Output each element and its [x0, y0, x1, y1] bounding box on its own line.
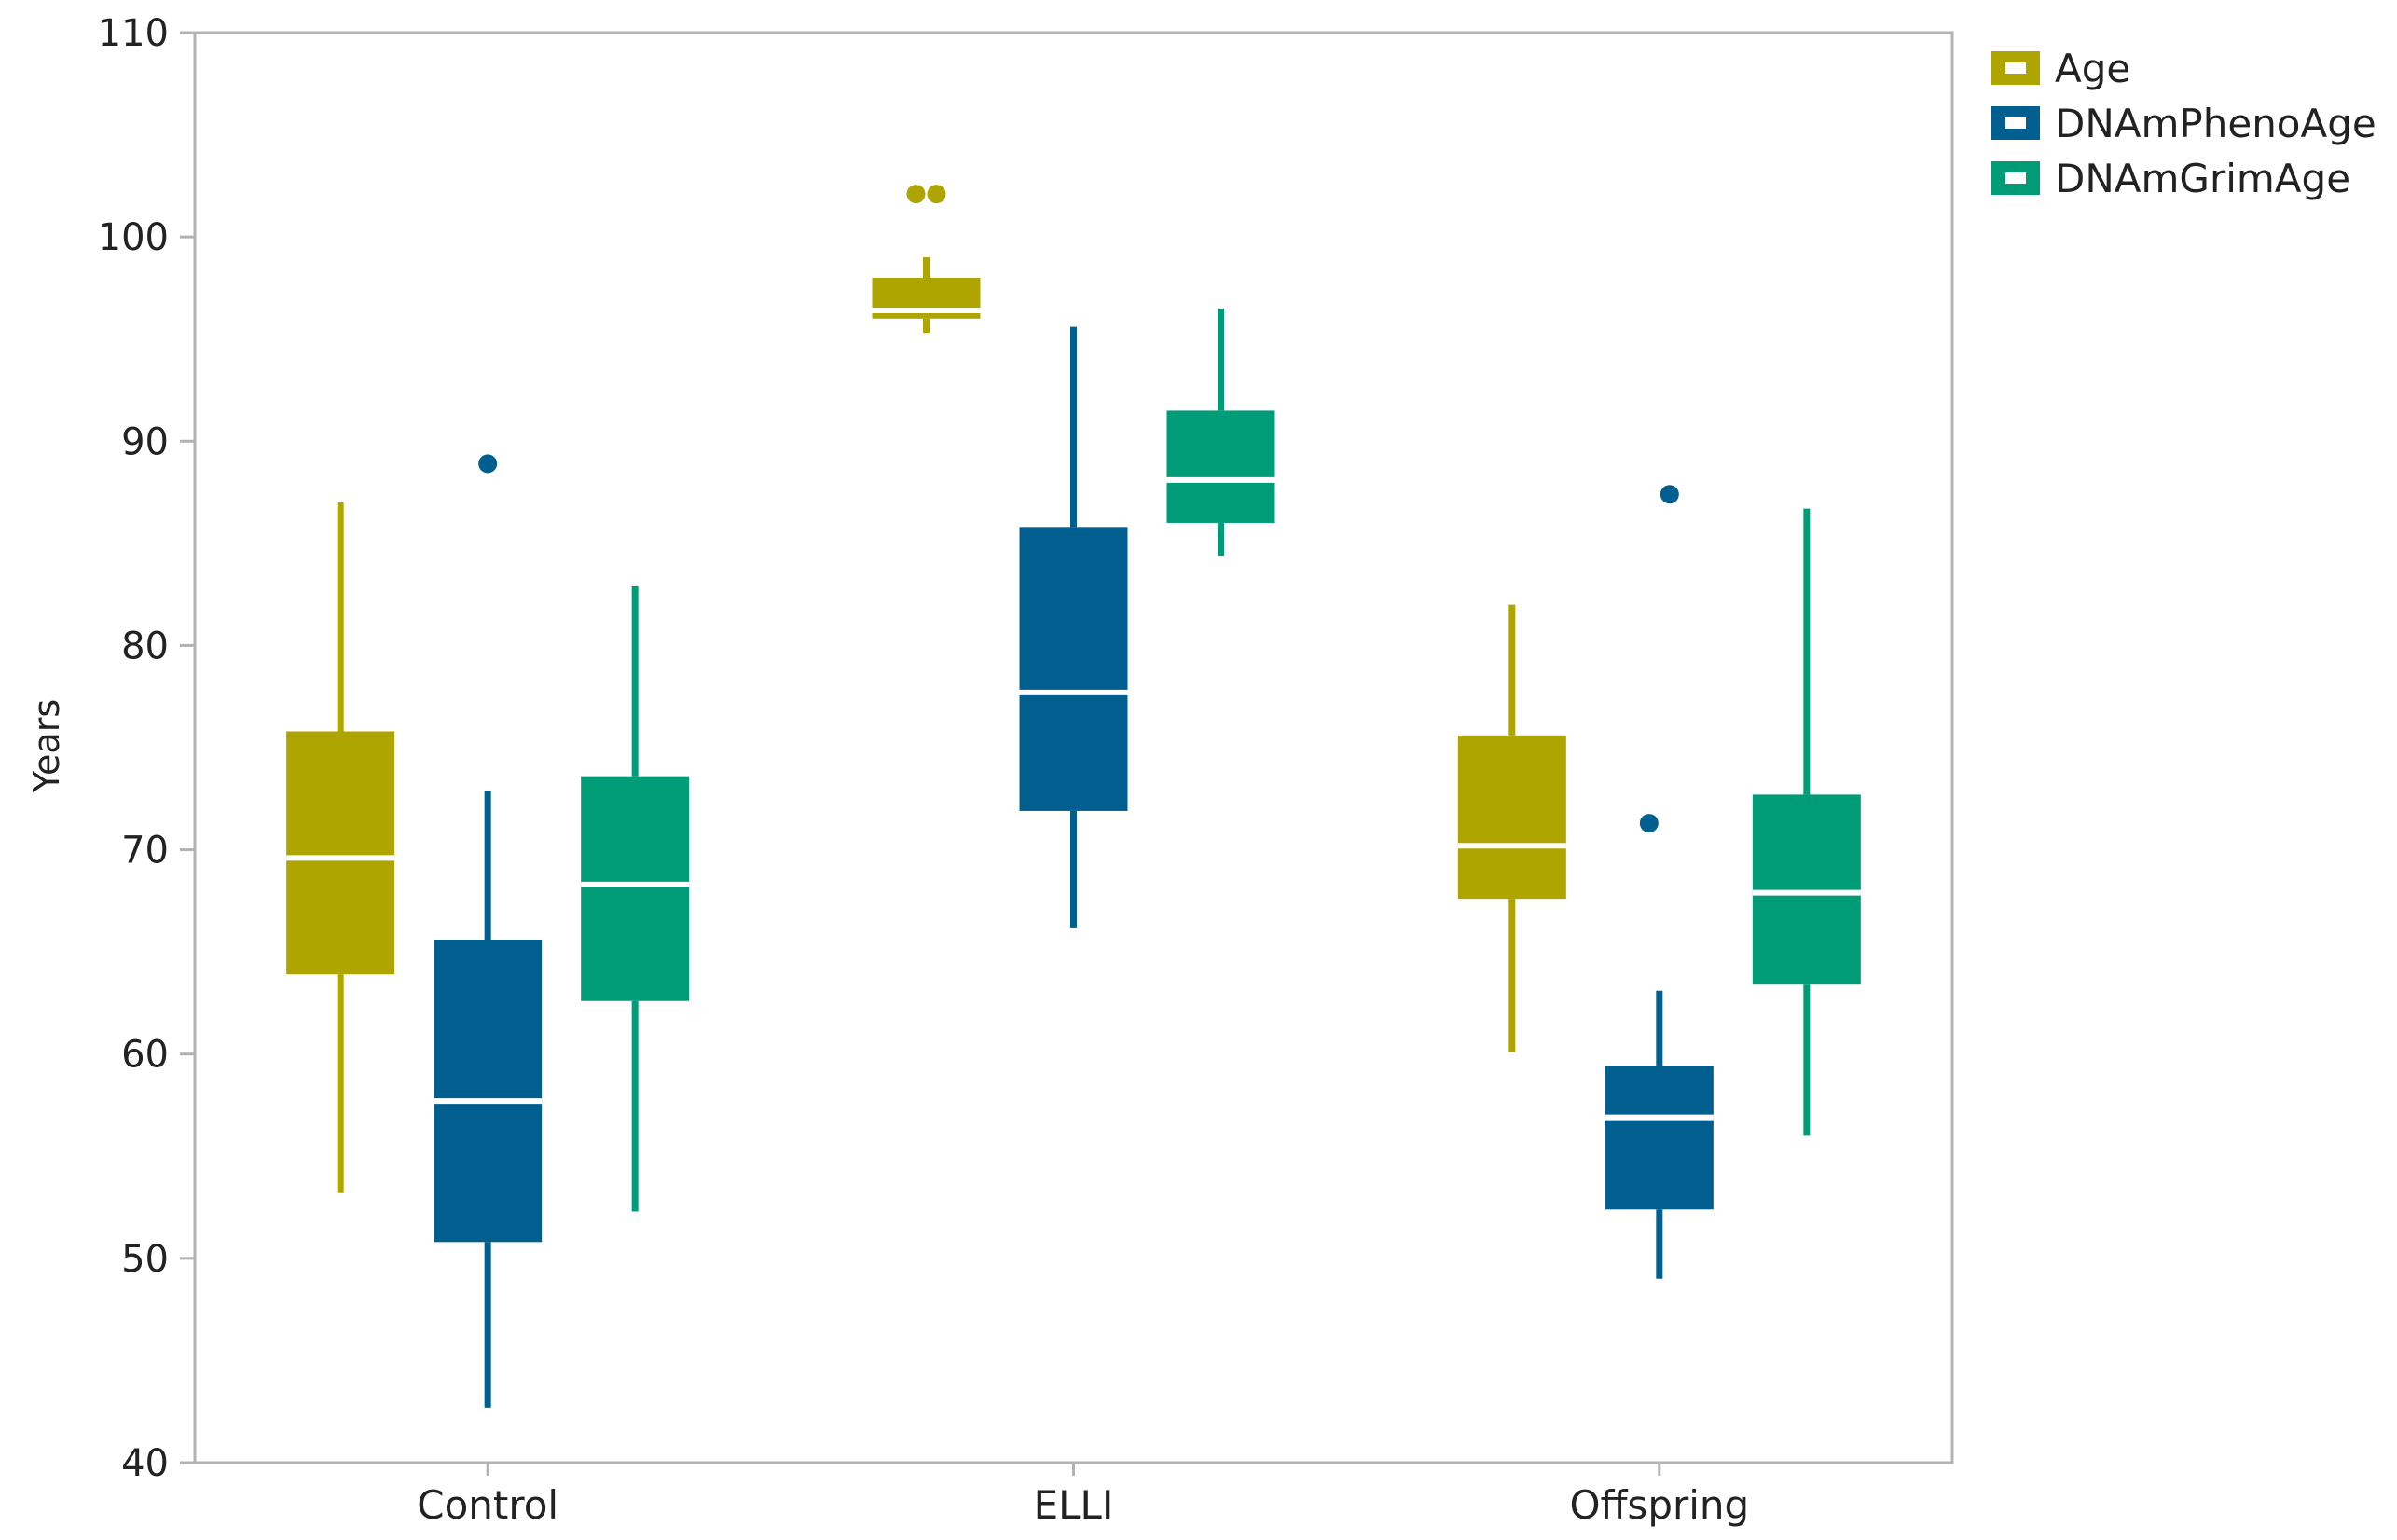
outlier-point: [478, 454, 498, 474]
box-DNAmPhenoAge-Control: [434, 454, 543, 1408]
y-tick-label: 50: [121, 1238, 169, 1281]
x-axis: Control ELLI Offspring: [417, 1463, 1749, 1528]
x-tick-label: ELLI: [1034, 1482, 1114, 1528]
box-DNAmGrimAge-ELLI: [1166, 308, 1275, 557]
iqr-box: [1019, 527, 1128, 811]
outlier-point: [906, 185, 926, 204]
box-DNAmPhenoAge-Offspring: [1605, 485, 1714, 1279]
iqr-box: [1752, 794, 1861, 985]
y-axis-title-group: Years: [26, 699, 67, 793]
x-tick-label: Offspring: [1569, 1482, 1749, 1528]
legend-swatch-inner: [2005, 62, 2026, 74]
y-tick-label: 90: [121, 420, 169, 463]
iqr-box: [1166, 410, 1275, 523]
plot-area: [286, 185, 1861, 1408]
legend-label: Age: [2055, 46, 2130, 91]
y-tick-label: 110: [98, 12, 169, 55]
legend-item-DNAmPhenoAge: DNAmPhenoAge: [1991, 101, 2376, 146]
legend-label: DNAmGrimAge: [2055, 156, 2350, 201]
outlier-point: [927, 185, 946, 204]
iqr-box: [1457, 735, 1566, 900]
iqr-box: [434, 939, 543, 1243]
plot-frame: [193, 31, 1954, 1464]
y-tick-label: 80: [121, 625, 169, 667]
legend: Age DNAmPhenoAge DNAmGrimAge: [1991, 46, 2376, 201]
box-Age-Control: [286, 502, 395, 1193]
iqr-box: [581, 776, 690, 1001]
outlier-point: [1639, 814, 1659, 833]
y-axis: 40 50 60 70 80 90 100 110: [98, 12, 195, 1485]
y-axis-title: Years: [26, 699, 67, 793]
box-DNAmPhenoAge-ELLI: [1019, 326, 1128, 928]
legend-swatch-inner: [2005, 172, 2026, 184]
legend-swatch-inner: [2005, 117, 2026, 129]
box-Age-ELLI: [872, 185, 981, 334]
iqr-box: [1605, 1066, 1714, 1210]
legend-label: DNAmPhenoAge: [2055, 101, 2376, 146]
legend-item-Age: Age: [1991, 46, 2130, 91]
y-tick-label: 100: [98, 216, 169, 259]
box-Age-Offspring: [1457, 604, 1566, 1052]
y-tick-label: 40: [121, 1442, 169, 1485]
outlier-point: [1660, 485, 1679, 504]
box-DNAmGrimAge-Offspring: [1752, 508, 1861, 1136]
legend-item-DNAmGrimAge: DNAmGrimAge: [1991, 156, 2350, 201]
box-DNAmGrimAge-Control: [581, 585, 690, 1212]
x-tick-label: Control: [417, 1482, 558, 1528]
iqr-box: [286, 731, 395, 975]
y-tick-label: 70: [121, 830, 169, 873]
y-tick-label: 60: [121, 1034, 169, 1077]
